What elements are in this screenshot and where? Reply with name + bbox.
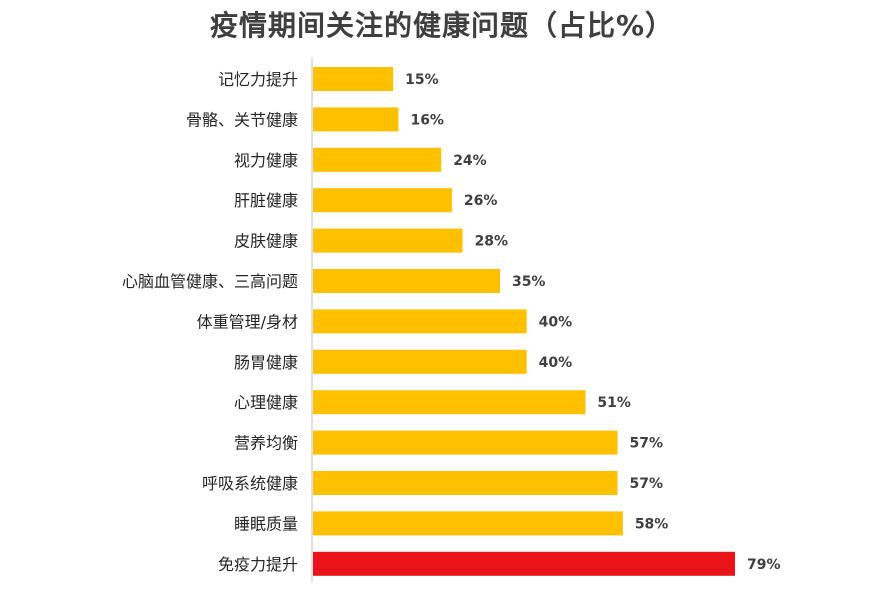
category-label: 记忆力提升 — [218, 70, 298, 89]
data-label: 57% — [629, 436, 663, 452]
bar — [313, 471, 618, 495]
bar — [313, 107, 399, 132]
category-label: 心理健康 — [234, 393, 298, 412]
bar — [313, 228, 463, 253]
data-label: 35% — [512, 274, 546, 290]
category-label: 肠胃健康 — [234, 353, 298, 372]
data-label: 51% — [597, 395, 631, 411]
category-label: 免疫力提升 — [218, 555, 298, 574]
bar — [313, 349, 527, 374]
data-label: 28% — [475, 234, 509, 250]
bar — [313, 269, 500, 293]
category-label: 睡眠质量 — [234, 514, 298, 533]
category-label: 骨骼、关节健康 — [186, 110, 298, 129]
bar — [313, 511, 623, 536]
bar — [313, 551, 735, 576]
bar — [313, 147, 442, 172]
category-label: 肝脏健康 — [234, 191, 298, 210]
chart-title: 疫情期间关注的健康问题（占比%） — [209, 9, 675, 42]
category-label: 营养均衡 — [234, 434, 298, 453]
data-label: 58% — [635, 516, 669, 532]
category-label: 皮肤健康 — [234, 232, 298, 251]
data-label: 40% — [539, 355, 573, 371]
data-label: 16% — [410, 112, 444, 128]
data-label: 24% — [453, 153, 487, 169]
bar — [313, 430, 618, 455]
category-label: 心脑血管健康、三高问题 — [122, 272, 298, 291]
data-label: 15% — [405, 72, 439, 88]
category-label: 视力健康 — [234, 151, 298, 170]
bar — [313, 188, 452, 213]
data-label: 57% — [629, 476, 663, 492]
bar — [313, 67, 394, 91]
data-label: 79% — [747, 557, 781, 573]
bar — [313, 390, 586, 415]
data-label: 40% — [539, 314, 573, 330]
bar — [313, 309, 527, 334]
data-label: 26% — [464, 193, 498, 209]
category-label: 呼吸系统健康 — [202, 474, 298, 493]
category-label: 体重管理/身材 — [197, 312, 298, 331]
